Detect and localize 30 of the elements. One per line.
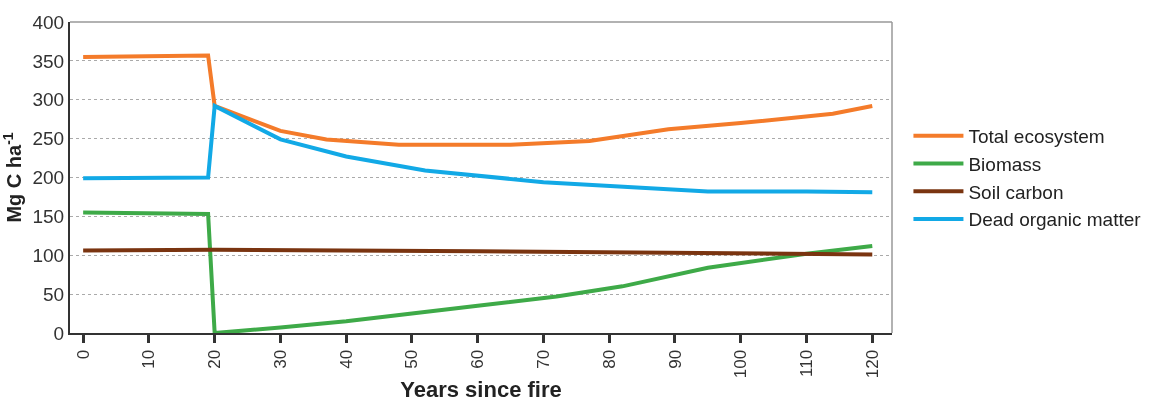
x-tick-label: 110 bbox=[797, 349, 817, 377]
y-tick-label: 400 bbox=[32, 11, 65, 33]
line-series bbox=[81, 103, 875, 195]
x-tick-label: 80 bbox=[599, 349, 619, 369]
y-tick-label: 200 bbox=[32, 167, 65, 189]
x-tick-label: 70 bbox=[533, 349, 553, 369]
x-tick-label: 30 bbox=[270, 349, 290, 369]
y-tick-label: 0 bbox=[53, 322, 65, 344]
y-tick-label: 100 bbox=[32, 244, 65, 266]
x-tick-label: 10 bbox=[139, 349, 159, 369]
x-tick-label: 50 bbox=[402, 349, 422, 369]
x-tick-label: 120 bbox=[862, 349, 882, 379]
legend-label: Total ecosystem bbox=[968, 126, 1105, 148]
x-tick-label: 90 bbox=[665, 349, 685, 369]
x-tick-label: 40 bbox=[336, 349, 356, 369]
legend-label: Biomass bbox=[968, 153, 1042, 175]
x-tick-label: 20 bbox=[205, 349, 225, 369]
x-tick-label: 0 bbox=[73, 349, 93, 360]
y-tick-label: 250 bbox=[32, 128, 65, 150]
line-series bbox=[81, 53, 875, 147]
y-tick-label: 300 bbox=[32, 89, 65, 111]
y-tick-label: 150 bbox=[32, 206, 65, 228]
y-tick-label: 50 bbox=[43, 283, 65, 305]
x-tick-label: 60 bbox=[468, 349, 488, 369]
legend-label: Soil carbon bbox=[968, 181, 1064, 203]
x-tick-label: 100 bbox=[731, 349, 751, 379]
x-axis-title: Years since fire bbox=[400, 376, 562, 402]
line-series bbox=[81, 210, 875, 333]
y-tick-label: 350 bbox=[32, 50, 65, 72]
legend-label: Dead organic matter bbox=[968, 209, 1142, 231]
